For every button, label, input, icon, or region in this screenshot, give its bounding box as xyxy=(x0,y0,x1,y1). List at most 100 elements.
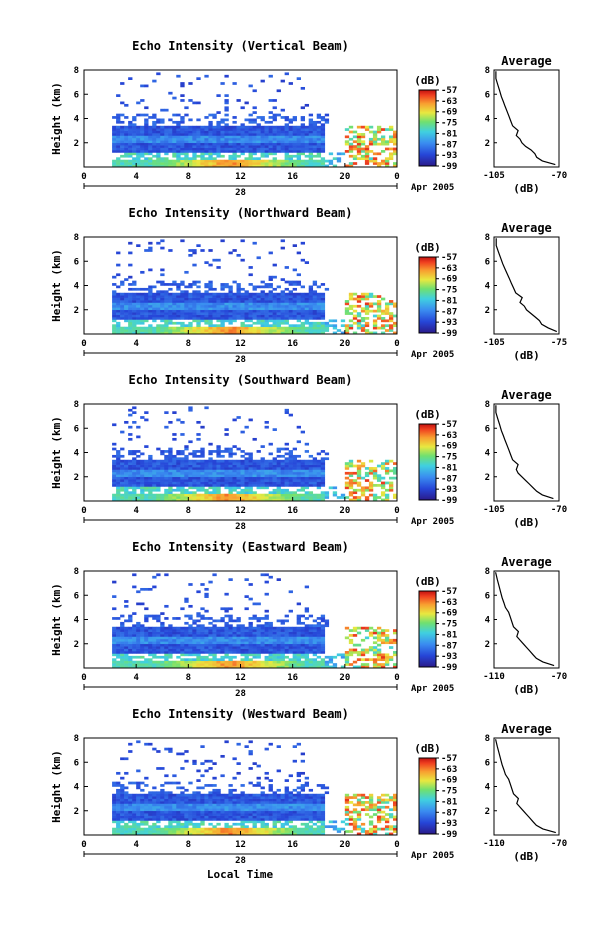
heatmap-cell xyxy=(144,660,149,664)
heatmap-cell xyxy=(216,162,221,165)
date-label: Apr 2005 xyxy=(411,350,454,360)
heatmap-cell xyxy=(184,150,189,153)
heatmap-cell xyxy=(228,125,233,129)
heatmap-cell xyxy=(380,331,386,335)
heatmap-cell xyxy=(276,491,281,495)
heatmap-cell xyxy=(164,481,169,485)
heatmap-cell xyxy=(196,629,201,632)
heatmap-cell xyxy=(128,660,133,664)
heatmap-cell xyxy=(192,454,197,458)
heatmap-cell xyxy=(232,474,237,478)
profile-frame xyxy=(493,236,560,335)
heatmap-cell xyxy=(364,626,370,630)
heatmap-cell xyxy=(272,157,277,161)
heatmap-cell xyxy=(284,312,289,315)
heatmap-cell xyxy=(128,808,133,812)
heatmap-cell xyxy=(112,309,117,313)
heatmap-cell xyxy=(228,655,233,659)
heatmap-cell xyxy=(284,498,289,502)
heatmap-cell xyxy=(176,130,181,134)
heatmap-cell xyxy=(372,295,378,298)
heatmap-cell xyxy=(324,287,330,291)
heatmap-cell xyxy=(172,140,177,144)
heatmap-cell xyxy=(288,283,293,286)
heatmap-cell xyxy=(264,331,269,335)
heatmap-cell xyxy=(180,459,185,463)
heatmap-cell xyxy=(136,793,141,797)
heatmap-cell xyxy=(332,326,338,330)
heatmap-cell xyxy=(204,321,209,325)
heatmap-cell xyxy=(172,302,177,306)
heatmap-cell xyxy=(112,798,117,802)
heatmap-cell xyxy=(356,481,362,485)
heatmap-cell xyxy=(208,159,213,163)
heatmap-cell xyxy=(288,641,293,645)
heatmap-cell xyxy=(172,280,177,284)
heatmap-cell xyxy=(308,125,314,129)
heatmap-cell xyxy=(172,300,177,303)
heatmap-cell xyxy=(264,125,269,129)
heatmap-cell xyxy=(352,481,358,485)
heatmap-cell xyxy=(348,629,354,632)
heatmap-cell xyxy=(384,469,390,473)
heatmap-cell xyxy=(236,142,241,146)
heatmap-cell xyxy=(284,133,289,136)
heatmap-cell xyxy=(132,300,137,303)
heatmap-cell xyxy=(164,638,169,642)
heatmap-cell xyxy=(180,660,185,664)
heatmap-cell xyxy=(312,309,318,313)
heatmap-cell xyxy=(220,617,225,620)
heatmap-cell xyxy=(120,162,125,165)
heatmap-cell xyxy=(232,467,237,470)
heatmap-cell xyxy=(300,643,305,647)
heatmap-cell xyxy=(196,154,201,158)
heatmap-cell xyxy=(260,462,265,465)
heatmap-cell xyxy=(164,631,169,635)
heatmap-cell xyxy=(124,309,129,313)
heatmap-cell xyxy=(248,624,253,628)
heatmap-cell xyxy=(152,302,157,306)
heatmap-cell xyxy=(304,317,310,320)
heatmap-cell xyxy=(188,249,193,252)
heatmap-cell xyxy=(152,614,157,618)
heatmap-cell xyxy=(144,488,149,492)
heatmap-cell xyxy=(176,123,181,127)
heatmap-cell xyxy=(160,638,165,642)
heatmap-cell xyxy=(192,486,197,490)
heatmap-cell xyxy=(220,643,225,647)
heatmap-cell xyxy=(272,135,277,139)
heatmap-cell xyxy=(172,631,177,635)
heatmap-cell xyxy=(192,331,197,335)
heatmap-cell xyxy=(212,658,217,662)
heatmap-cell xyxy=(204,152,209,156)
heatmap-cell xyxy=(284,638,289,642)
heatmap-cell xyxy=(124,145,129,148)
heatmap-cell xyxy=(132,411,137,414)
profile-frame xyxy=(493,69,560,168)
heatmap-cell xyxy=(156,793,161,797)
heatmap-cell xyxy=(272,663,277,666)
heatmap-cell xyxy=(144,474,149,478)
heatmap-cell xyxy=(188,331,193,335)
heatmap-cell xyxy=(388,152,394,156)
heatmap-cell xyxy=(220,300,225,303)
heatmap-cell xyxy=(232,295,237,298)
heatmap-cell xyxy=(236,159,241,163)
profile-y-tick-label: 8 xyxy=(485,567,490,577)
heatmap-cell xyxy=(348,147,354,151)
heatmap-cell xyxy=(384,488,390,492)
heatmap-cell xyxy=(204,309,209,313)
heatmap-cell xyxy=(116,791,121,795)
heatmap-cell xyxy=(312,631,318,635)
heatmap-cell xyxy=(292,474,297,478)
heatmap-cell xyxy=(268,295,273,298)
heatmap-cell xyxy=(316,304,322,308)
heatmap-cell xyxy=(272,484,277,487)
heatmap-cell xyxy=(236,137,241,141)
heatmap-cell xyxy=(140,626,145,630)
heatmap-cell xyxy=(128,413,133,417)
heatmap-cell xyxy=(280,309,285,313)
heatmap-cell xyxy=(264,420,269,424)
heatmap-cell xyxy=(148,810,153,814)
heatmap-cell xyxy=(168,457,173,461)
